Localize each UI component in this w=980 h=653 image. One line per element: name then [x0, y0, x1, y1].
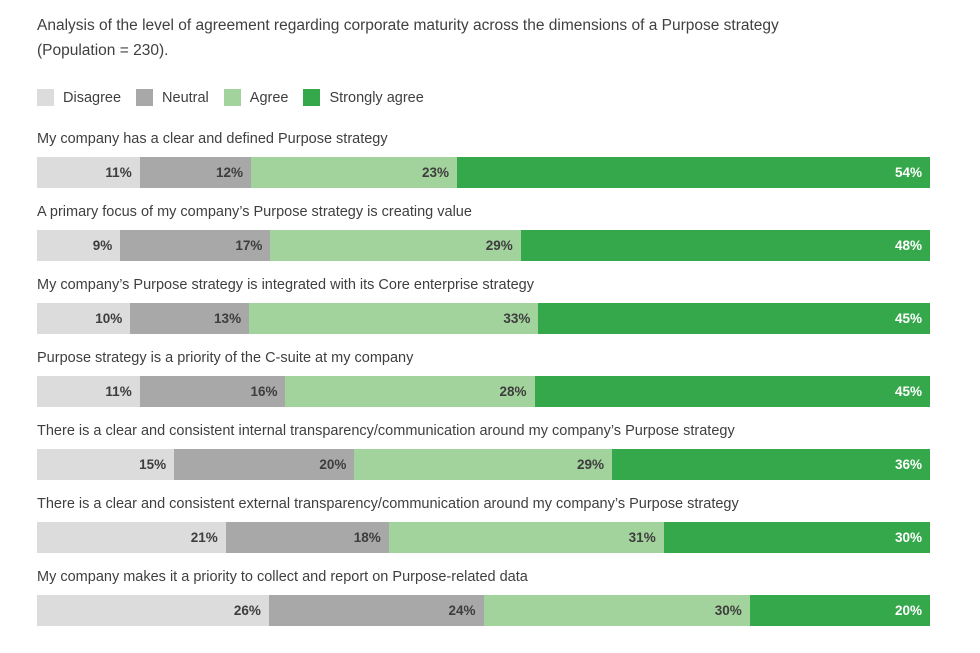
segment-neutral: 24%	[268, 595, 484, 626]
value-label: 16%	[250, 384, 278, 399]
value-label: 33%	[503, 311, 531, 326]
segment-neutral: 17%	[120, 230, 271, 261]
value-label: 30%	[714, 603, 742, 618]
value-label: 9%	[92, 238, 113, 253]
chart-row: My company has a clear and defined Purpo…	[37, 130, 930, 188]
value-label: 29%	[485, 238, 513, 253]
value-label: 26%	[233, 603, 261, 618]
value-label: 13%	[214, 311, 242, 326]
value-label: 30%	[894, 530, 922, 545]
stacked-bar: 11% 16% 28% 45%	[37, 376, 930, 407]
value-label: 45%	[894, 384, 922, 399]
question-label: My company makes it a priority to collec…	[37, 569, 528, 585]
chart-title-line-2: (Population = 230).	[37, 42, 169, 59]
segment-strongly-agree: 54%	[457, 157, 930, 188]
legend-item-strongly-agree: Strongly agree	[303, 89, 424, 106]
question-label: My company has a clear and defined Purpo…	[37, 131, 388, 147]
chart-row: A primary focus of my company’s Purpose …	[37, 203, 931, 261]
legend-item-neutral: Neutral	[136, 89, 209, 106]
stacked-bar: 10% 13% 33% 45%	[37, 303, 930, 334]
question-label: There is a clear and consistent internal…	[37, 423, 735, 439]
segment-disagree: 15%	[37, 449, 175, 480]
question-label: There is a clear and consistent external…	[37, 496, 739, 512]
value-label: 54%	[894, 165, 922, 180]
chart-title: Analysis of the level of agreement regar…	[37, 13, 930, 63]
value-label: 17%	[235, 238, 263, 253]
segment-neutral: 20%	[174, 449, 355, 480]
value-label: 31%	[628, 530, 656, 545]
segment-disagree: 10%	[37, 303, 131, 334]
value-label: 45%	[894, 311, 922, 326]
question-label: Purpose strategy is a priority of the C-…	[37, 350, 414, 366]
segment-agree: 28%	[285, 376, 535, 407]
chart-row: There is a clear and consistent internal…	[37, 422, 930, 480]
legend: Disagree Neutral Agree Strongly agree	[37, 89, 930, 106]
segment-disagree: 26%	[37, 595, 269, 626]
legend-label: Agree	[249, 89, 289, 106]
segment-disagree: 21%	[37, 522, 226, 553]
value-label: 28%	[499, 384, 527, 399]
segment-disagree: 11%	[37, 376, 140, 407]
value-label: 18%	[353, 530, 381, 545]
chart-row: My company makes it a priority to collec…	[37, 568, 930, 626]
value-label: 24%	[448, 603, 476, 618]
legend-swatch	[223, 89, 241, 106]
segment-agree: 29%	[354, 449, 613, 480]
value-label: 12%	[215, 165, 244, 180]
segment-agree: 29%	[270, 230, 521, 261]
chart-row: There is a clear and consistent external…	[37, 495, 930, 553]
legend-item-disagree: Disagree	[37, 89, 121, 106]
chart-title-line-1: Analysis of the level of agreement regar…	[37, 17, 779, 34]
stacked-bar: 26% 24% 30% 20%	[37, 595, 930, 626]
value-label: 20%	[319, 457, 347, 472]
stacked-bar: 11% 12% 23% 54%	[37, 157, 930, 188]
segment-strongly-agree: 45%	[534, 376, 930, 407]
chart-row: Purpose strategy is a priority of the C-…	[37, 349, 930, 407]
segment-neutral: 18%	[225, 522, 389, 553]
legend-item-agree: Agree	[223, 89, 289, 106]
question-label: A primary focus of my company’s Purpose …	[37, 204, 472, 220]
legend-label: Neutral	[162, 89, 209, 106]
segment-agree: 33%	[249, 303, 539, 334]
question-label: My company’s Purpose strategy is integra…	[37, 277, 534, 293]
legend-swatch	[303, 89, 321, 106]
value-label: 48%	[894, 238, 923, 253]
chart-rows: My company has a clear and defined Purpo…	[37, 130, 931, 626]
segment-disagree: 11%	[37, 157, 140, 188]
stacked-bar: 21% 18% 31% 30%	[37, 522, 930, 553]
segment-agree: 23%	[251, 157, 458, 188]
segment-strongly-agree: 48%	[520, 230, 931, 261]
segment-agree: 30%	[483, 595, 750, 626]
legend-label: Disagree	[63, 89, 122, 106]
segment-neutral: 13%	[130, 303, 250, 334]
value-label: 15%	[139, 457, 167, 472]
chart-row: My company’s Purpose strategy is integra…	[37, 276, 930, 334]
segment-neutral: 12%	[139, 157, 252, 188]
segment-strongly-agree: 30%	[663, 522, 930, 553]
value-label: 36%	[894, 457, 922, 472]
stacked-bar: 15% 20% 29% 36%	[37, 449, 930, 480]
segment-neutral: 16%	[139, 376, 286, 407]
value-label: 29%	[577, 457, 605, 472]
stacked-bar: 9% 17% 29% 48%	[37, 230, 931, 261]
legend-swatch	[37, 89, 54, 106]
value-label: 11%	[105, 384, 132, 399]
segment-agree: 31%	[388, 522, 664, 553]
value-label: 10%	[95, 311, 123, 326]
segment-strongly-agree: 20%	[749, 595, 930, 626]
segment-strongly-agree: 45%	[538, 303, 930, 334]
value-label: 23%	[422, 165, 450, 180]
legend-label: Strongly agree	[329, 89, 424, 106]
value-label: 11%	[105, 165, 132, 180]
value-label: 20%	[894, 603, 922, 618]
segment-disagree: 9%	[37, 230, 121, 261]
segment-strongly-agree: 36%	[612, 449, 930, 480]
legend-swatch	[136, 89, 154, 106]
value-label: 21%	[190, 530, 218, 545]
